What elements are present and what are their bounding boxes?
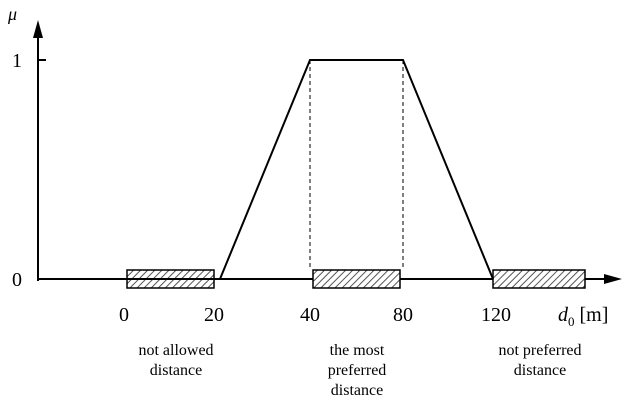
x-axis-label-sub: 0 (568, 314, 575, 329)
x-axis-label-var: d (558, 304, 569, 326)
x-tick-label-80: 80 (393, 304, 413, 326)
range-caption-3: not preferred distance (498, 342, 582, 379)
y-axis-arrow (33, 20, 43, 38)
y-axis-label: μ (7, 4, 17, 24)
x-tick-label-0: 0 (119, 304, 129, 326)
x-tick-label-40: 40 (300, 304, 320, 326)
x-axis-label: d0 [m] (558, 304, 608, 329)
x-tick-label-20: 20 (204, 304, 224, 326)
x-tick-label-120: 120 (481, 304, 511, 326)
y-tick-label-0: 0 (12, 269, 22, 291)
y-tick-label-1: 1 (12, 50, 22, 72)
membership-line-1 (124, 59, 494, 280)
range-bar-3 (492, 269, 586, 289)
range-caption-1: not allowed distance (138, 342, 214, 379)
range-caption-2: the most preferred distance (327, 342, 387, 399)
x-axis-label-unit: [m] (580, 304, 609, 326)
x-axis-arrow (604, 274, 622, 284)
range-bar-2 (312, 269, 401, 289)
